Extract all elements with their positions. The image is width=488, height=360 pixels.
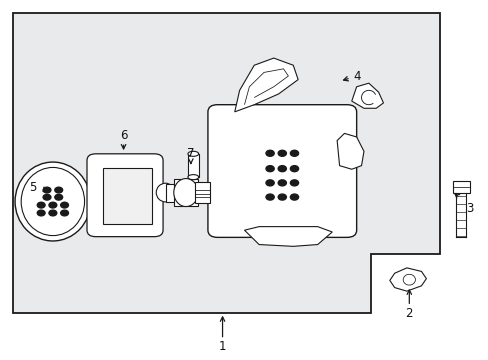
Circle shape bbox=[265, 150, 274, 156]
Circle shape bbox=[55, 187, 62, 193]
Bar bbox=[455, 220, 466, 226]
Bar bbox=[173, 179, 198, 206]
Circle shape bbox=[265, 180, 274, 186]
Circle shape bbox=[265, 194, 274, 200]
Bar bbox=[455, 196, 466, 203]
Text: 2: 2 bbox=[405, 307, 412, 320]
Circle shape bbox=[278, 166, 286, 172]
Bar bbox=[455, 212, 466, 219]
Circle shape bbox=[43, 194, 51, 200]
Circle shape bbox=[278, 194, 286, 200]
Circle shape bbox=[37, 210, 45, 216]
Polygon shape bbox=[389, 268, 426, 291]
Polygon shape bbox=[336, 134, 363, 169]
Circle shape bbox=[37, 202, 45, 208]
Polygon shape bbox=[244, 226, 331, 246]
Ellipse shape bbox=[187, 151, 198, 156]
Circle shape bbox=[55, 194, 62, 200]
Text: 4: 4 bbox=[352, 69, 360, 82]
Text: 1: 1 bbox=[218, 340, 226, 353]
Bar bbox=[194, 182, 210, 203]
Bar bbox=[455, 228, 466, 234]
Ellipse shape bbox=[187, 175, 198, 180]
Circle shape bbox=[290, 150, 298, 156]
Circle shape bbox=[290, 166, 298, 172]
FancyBboxPatch shape bbox=[452, 181, 469, 193]
Bar bbox=[455, 204, 466, 211]
Circle shape bbox=[290, 194, 298, 200]
Circle shape bbox=[49, 210, 57, 216]
Bar bbox=[165, 184, 197, 202]
Ellipse shape bbox=[156, 183, 174, 202]
Circle shape bbox=[265, 166, 274, 172]
Ellipse shape bbox=[15, 162, 90, 241]
Ellipse shape bbox=[173, 179, 198, 207]
Circle shape bbox=[278, 180, 286, 186]
Circle shape bbox=[278, 150, 286, 156]
Polygon shape bbox=[351, 83, 383, 108]
Circle shape bbox=[290, 180, 298, 186]
Bar bbox=[455, 235, 466, 242]
Circle shape bbox=[49, 202, 57, 208]
Text: 7: 7 bbox=[187, 147, 194, 159]
Circle shape bbox=[61, 202, 68, 208]
Text: 5: 5 bbox=[29, 181, 36, 194]
Polygon shape bbox=[13, 13, 439, 313]
Circle shape bbox=[43, 187, 51, 193]
Bar bbox=[103, 168, 152, 224]
FancyBboxPatch shape bbox=[87, 154, 163, 237]
Bar bbox=[187, 154, 198, 177]
Text: 3: 3 bbox=[465, 202, 472, 215]
Polygon shape bbox=[234, 58, 298, 112]
FancyBboxPatch shape bbox=[207, 105, 356, 237]
Ellipse shape bbox=[21, 167, 84, 235]
Circle shape bbox=[61, 210, 68, 216]
Text: 6: 6 bbox=[120, 129, 127, 142]
